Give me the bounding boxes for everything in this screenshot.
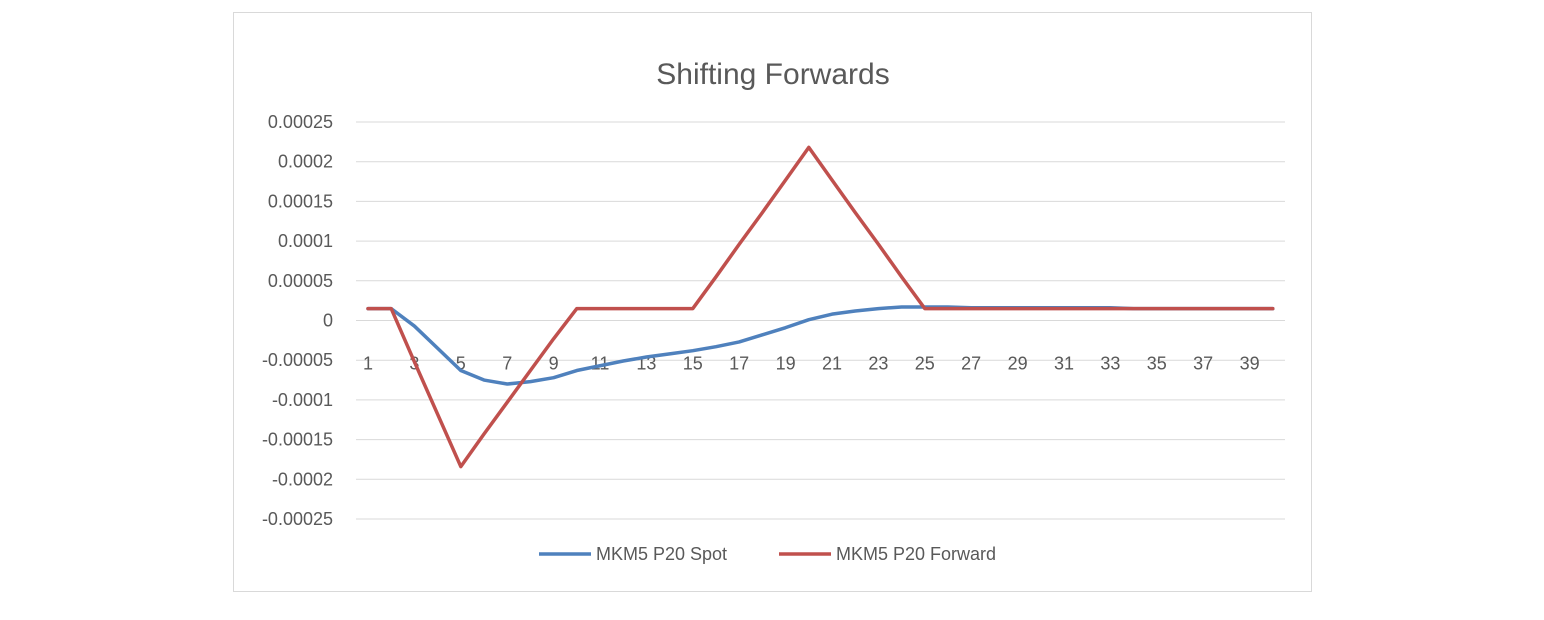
x-tick-label: 9: [549, 354, 559, 374]
chart-area: Shifting Forwards 0.00025 0.0002 0.00015 0.…: [233, 12, 1312, 592]
x-tick-label: 19: [776, 354, 796, 374]
x-tick-label: 31: [1054, 354, 1074, 374]
y-tick-label: 0.00005: [268, 271, 333, 291]
x-tick-label: 21: [822, 354, 842, 374]
x-tick-label: 37: [1193, 354, 1213, 374]
y-tick-label: 0.00025: [268, 112, 333, 132]
gridlines: [356, 121, 1285, 520]
chart-title: Shifting Forwards: [656, 58, 889, 91]
y-tick-label: 0.0002: [278, 152, 333, 172]
y-tick-label: -0.00005: [262, 350, 333, 370]
x-tick-label: 7: [502, 354, 512, 374]
x-tick-label: 15: [683, 354, 703, 374]
y-axis-ticks: 0.00025 0.0002 0.00015 0.0001 0.00005 0 -0.000…: [262, 112, 333, 529]
y-tick-label: -0.00015: [262, 430, 333, 450]
x-tick-label: 35: [1147, 354, 1167, 374]
x-tick-label: 39: [1240, 354, 1260, 374]
x-tick-label: 23: [868, 354, 888, 374]
y-tick-label: 0.00015: [268, 191, 333, 211]
x-tick-label: 25: [915, 354, 935, 374]
legend-label: MKM5 P20 Spot: [596, 544, 727, 564]
x-tick-label: 33: [1100, 354, 1120, 374]
y-tick-label: -0.0002: [272, 469, 333, 489]
x-tick-label: 1: [363, 354, 373, 374]
y-tick-label: -0.0001: [272, 390, 333, 410]
line-chart: Shifting Forwards 0.000250.00020.000150.…: [262, 58, 1285, 564]
x-tick-label: 27: [961, 354, 981, 374]
y-tick-label: 0.0001: [278, 231, 333, 251]
series-line-forward: [366, 145, 1275, 469]
x-tick-label: 17: [729, 354, 749, 374]
x-axis-ticks: 1 3 5 7 9 11 13 15 17 19 21 23 25 27 29 31 33 35 37 39: [363, 354, 1260, 374]
legend-label: MKM5 P20 Forward: [836, 544, 996, 564]
x-tick-label: 29: [1008, 354, 1028, 374]
series-lines: [366, 145, 1275, 469]
x-tick-label: 5: [456, 354, 466, 374]
y-tick-label: -0.00025: [262, 509, 333, 529]
y-tick-label: 0: [323, 311, 333, 331]
legend: MKM5 P20 Spot MKM5 P20 Forward: [539, 544, 996, 564]
